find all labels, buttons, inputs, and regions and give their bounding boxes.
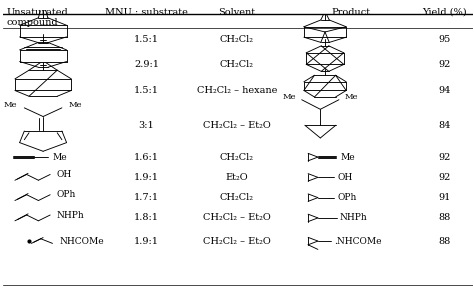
Text: OPh: OPh [56,190,76,199]
Text: 1.7:1: 1.7:1 [134,193,159,202]
Text: Me: Me [4,101,17,109]
Text: 1.5:1: 1.5:1 [134,35,159,44]
Text: NHPh: NHPh [339,213,367,222]
Text: Me: Me [345,93,358,101]
Text: CH₂Cl₂ – Et₂O: CH₂Cl₂ – Et₂O [203,213,271,222]
Text: Me: Me [340,152,355,162]
Text: CH₂Cl₂ – Et₂O: CH₂Cl₂ – Et₂O [203,121,271,130]
Text: CH₂Cl₂ – Et₂O: CH₂Cl₂ – Et₂O [203,237,271,246]
Text: 84: 84 [438,121,451,130]
Text: CH₂Cl₂: CH₂Cl₂ [220,152,254,162]
Text: 1.5:1: 1.5:1 [134,86,159,95]
Text: Me: Me [53,152,67,162]
Text: 88: 88 [439,213,451,222]
Text: OH: OH [337,173,353,182]
Text: OH: OH [56,170,72,179]
Text: OPh: OPh [337,193,357,202]
Text: 94: 94 [438,86,451,95]
Text: 2.9:1: 2.9:1 [134,60,159,69]
Text: 88: 88 [439,237,451,246]
Text: 92: 92 [438,152,451,162]
Text: Product: Product [331,8,371,17]
Text: MNU : substrate: MNU : substrate [105,8,188,17]
Text: 91: 91 [438,193,451,202]
Text: CH₂Cl₂: CH₂Cl₂ [220,35,254,44]
Text: NHCOMe: NHCOMe [60,237,104,246]
Text: Yield (%): Yield (%) [422,8,467,17]
Text: 1.9:1: 1.9:1 [134,237,159,246]
Text: Et₂O: Et₂O [226,173,248,182]
Text: 1.9:1: 1.9:1 [134,173,159,182]
Text: Me: Me [69,101,82,109]
Text: Unsaturated
compound: Unsaturated compound [7,8,69,27]
Text: .NHCOMe: .NHCOMe [334,237,382,246]
Text: CH₂Cl₂ – hexane: CH₂Cl₂ – hexane [197,86,277,95]
Text: 92: 92 [438,173,451,182]
Text: CH₂Cl₂: CH₂Cl₂ [220,193,254,202]
Text: 92: 92 [438,60,451,69]
Text: CH₂Cl₂: CH₂Cl₂ [220,60,254,69]
Text: 3:1: 3:1 [138,121,155,130]
Text: 1.8:1: 1.8:1 [134,213,159,222]
Text: Me: Me [283,93,296,101]
Text: 95: 95 [439,35,451,44]
Text: Solvent: Solvent [219,8,255,17]
Text: 1.6:1: 1.6:1 [134,152,159,162]
Text: NHPh: NHPh [56,210,84,219]
